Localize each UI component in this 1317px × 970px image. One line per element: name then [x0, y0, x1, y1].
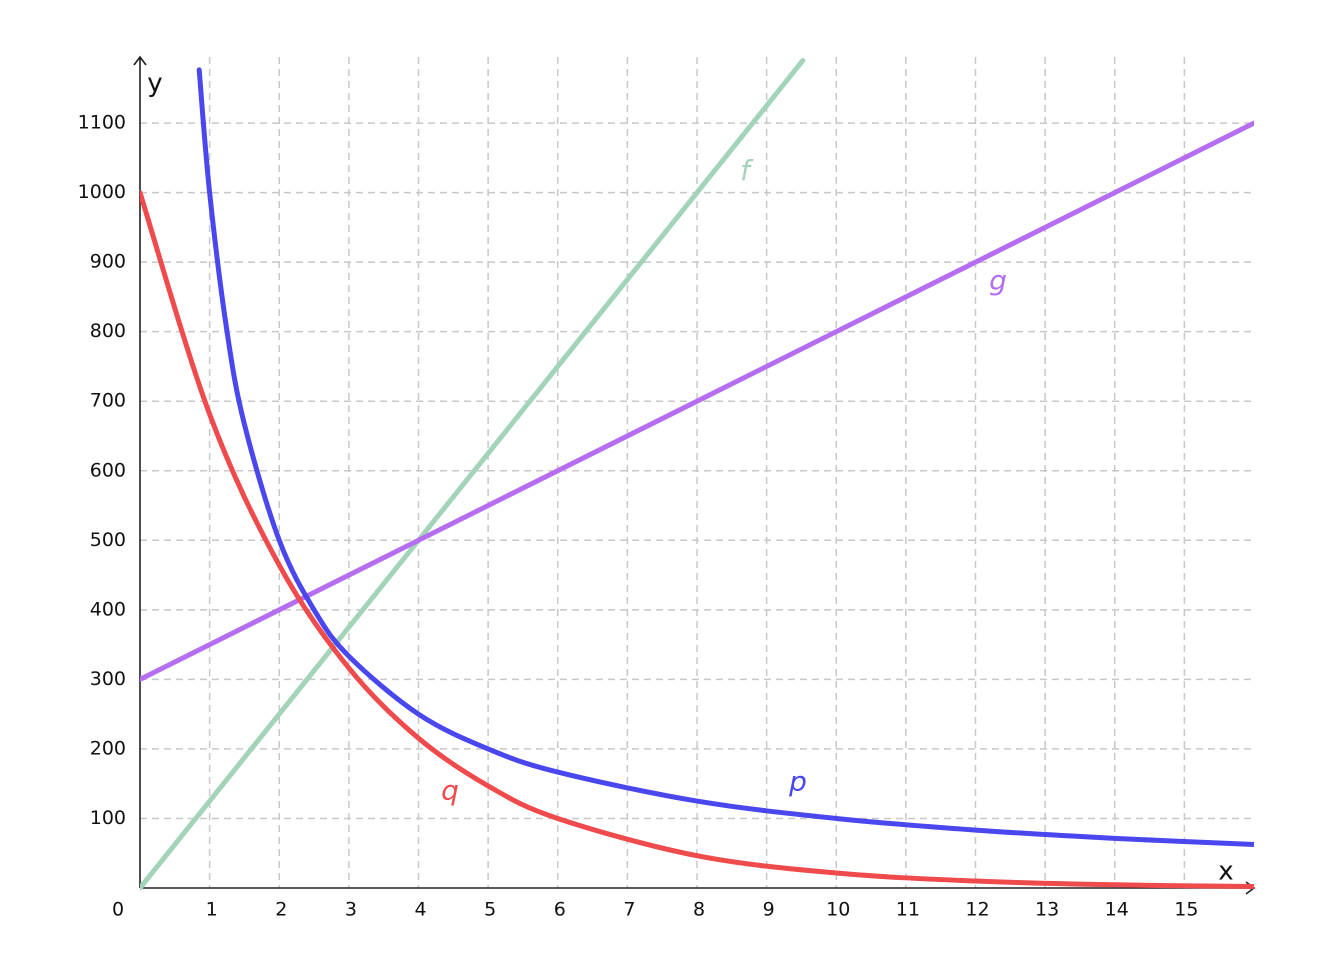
x-tick-label: 0 [112, 899, 124, 921]
y-tick-label: 100 [90, 807, 126, 829]
y-tick-label: 600 [90, 459, 126, 481]
function-curve [196, 67, 1254, 848]
function-label: f [740, 154, 754, 187]
x-tick-label: 5 [484, 899, 496, 921]
x-tick-label: 2 [275, 899, 287, 921]
y-tick-label: 1000 [78, 181, 126, 203]
y-tick-label: 200 [90, 737, 126, 759]
x-tick-label: 4 [414, 899, 426, 921]
x-tick-label: 10 [826, 899, 850, 921]
y-tick-label: 1100 [78, 112, 126, 134]
x-tick-label: 3 [345, 899, 357, 921]
x-tick-label: 9 [763, 899, 775, 921]
y-tick-label: 900 [90, 251, 126, 273]
y-tick-label: 400 [90, 598, 126, 620]
x-tick-label: 8 [693, 899, 705, 921]
y-tick-label: 700 [90, 390, 126, 412]
x-tick-label: 13 [1035, 899, 1059, 921]
x-tick-label: 7 [623, 899, 635, 921]
function-label: p [788, 765, 807, 798]
x-tick-label: 1 [206, 899, 218, 921]
x-axis-label: x [1218, 857, 1233, 887]
y-axis [133, 55, 147, 888]
x-tick-label: 15 [1174, 899, 1198, 921]
x-tick-label: 6 [554, 899, 566, 921]
x-tick-label: 14 [1105, 899, 1129, 921]
function-label: q [441, 774, 459, 807]
y-tick-label: 500 [90, 529, 126, 551]
y-tick-label: 800 [90, 320, 126, 342]
function-curve [140, 120, 1254, 682]
y-axis-label: y [147, 69, 162, 99]
y-tick-label: 300 [90, 668, 126, 690]
x-tick-label: 11 [896, 899, 920, 921]
function-label: g [989, 264, 1007, 297]
function-curve [140, 190, 1254, 889]
x-tick-label: 12 [965, 899, 989, 921]
function-curve [140, 57, 806, 891]
